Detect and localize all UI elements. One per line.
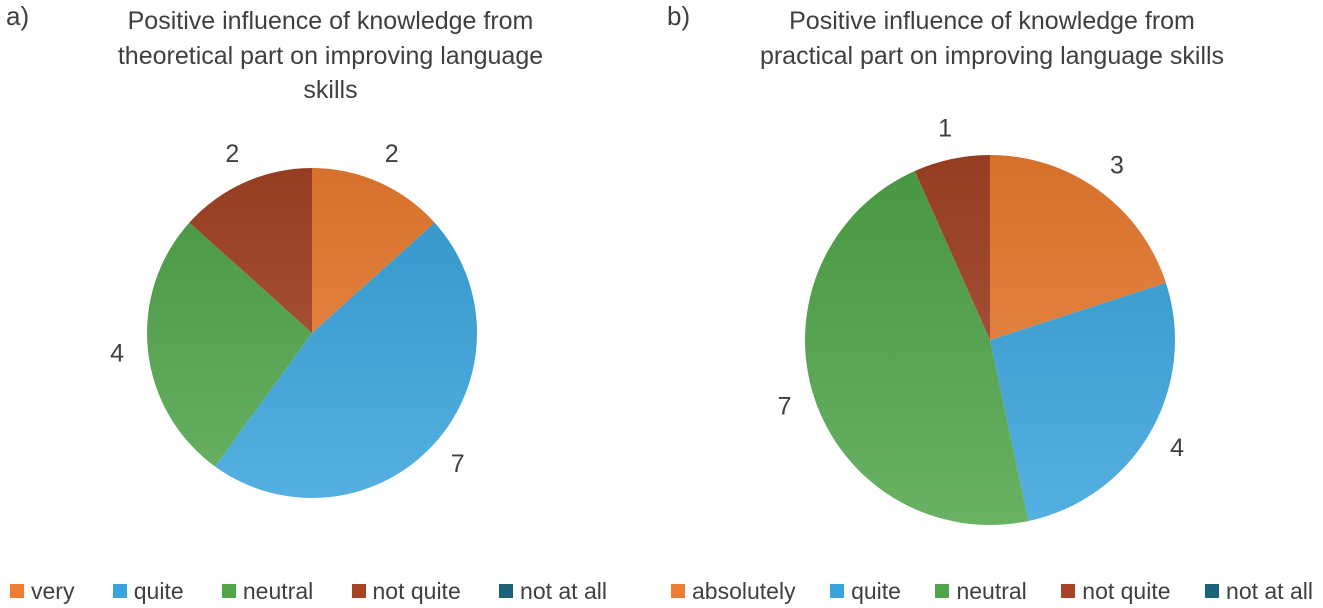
legend-item-neutral: neutral	[221, 577, 314, 604]
legend-label: quite	[851, 577, 901, 604]
data-label-neutral: 7	[778, 393, 792, 421]
legend-label: neutral	[242, 577, 314, 604]
legend-item-quite: quite	[830, 577, 901, 604]
pie-slice-not-quite	[189, 168, 312, 333]
legend-label: not quite	[372, 577, 461, 604]
data-label-very: 2	[385, 140, 399, 168]
legend-swatch-icon	[671, 584, 685, 599]
legend-swatch-icon	[830, 584, 845, 599]
legend-item-not-at-all: not at all	[1205, 577, 1313, 604]
legend-swatch-icon	[1061, 584, 1076, 599]
legend-swatch-icon	[1205, 584, 1220, 599]
panel-label-b: b)	[667, 1, 691, 31]
legend-item-very: very	[10, 577, 75, 604]
panel-b: b) Positive influence of knowledge from …	[661, 0, 1323, 608]
data-label-not-quite: 2	[225, 140, 239, 168]
pie-slice-quite	[215, 222, 478, 499]
data-label-not-quite: 1	[938, 115, 952, 143]
pie-slice-very	[312, 168, 435, 333]
pie-slice-neutral	[804, 170, 1029, 526]
legend-label: absolutely	[692, 577, 796, 604]
legend-b: absolutely quite neutral not quite not at al…	[661, 577, 1323, 604]
pie-slice-not-quite	[914, 155, 990, 340]
pie-slice-neutral	[146, 222, 312, 467]
legend-item-absolutely: absolutely	[671, 577, 796, 604]
panel-label-a: a)	[6, 1, 30, 31]
pie-chart-a: 2 7 4 2	[110, 140, 478, 499]
legend-label: not at all	[520, 577, 607, 604]
legend-label: very	[31, 577, 75, 604]
legend-swatch-icon	[935, 584, 950, 599]
legend-swatch-icon	[10, 584, 24, 599]
legend-label: not at all	[1226, 577, 1313, 604]
legend-item-neutral: neutral	[935, 577, 1027, 604]
legend-item-not-at-all: not at all	[499, 577, 607, 604]
data-label-absolutely: 3	[1110, 151, 1124, 179]
panel-a: a) Positive influence of knowledge from …	[0, 0, 661, 608]
legend-label: not quite	[1082, 577, 1171, 604]
data-label-neutral: 4	[110, 339, 124, 367]
data-label-quite: 7	[451, 450, 465, 478]
legend-swatch-icon	[112, 584, 127, 599]
legend-item-not-quite: not quite	[351, 577, 461, 604]
legend-label: quite	[133, 577, 184, 604]
legend-a: very quite neutral not quite not at all	[0, 577, 661, 604]
legend-label: neutral	[956, 577, 1027, 604]
pie-slice-absolutely	[990, 155, 1166, 340]
chart-title-b: Positive influence of knowledge from pra…	[759, 7, 1225, 70]
legend-item-quite: quite	[112, 577, 184, 604]
chart-title-a: Positive influence of knowledge from the…	[117, 7, 544, 104]
legend-swatch-icon	[221, 584, 236, 599]
pie-chart-b: 3 4 7 1	[778, 115, 1184, 526]
legend-swatch-icon	[351, 584, 366, 599]
data-label-quite: 4	[1170, 434, 1184, 462]
pie-slice-quite	[990, 282, 1175, 521]
legend-swatch-icon	[499, 584, 514, 599]
legend-item-not-quite: not quite	[1061, 577, 1171, 604]
